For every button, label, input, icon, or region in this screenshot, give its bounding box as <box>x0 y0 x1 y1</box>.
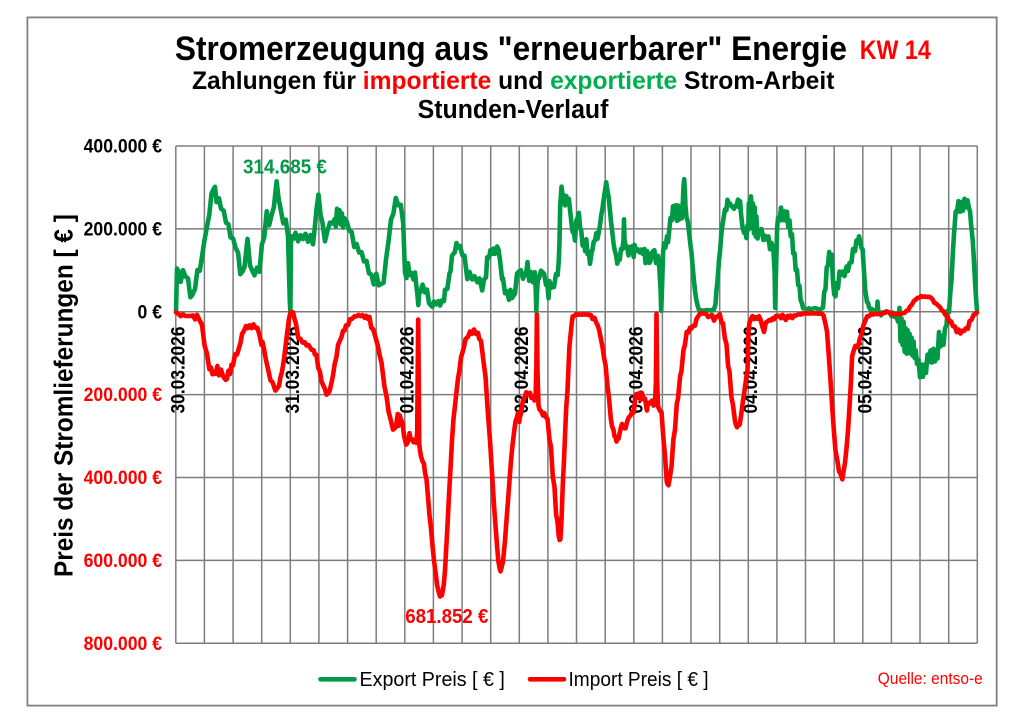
svg-text:Zahlungen für importierte und: Zahlungen für importierte und exportiert… <box>192 68 834 95</box>
svg-text:681.852 €: 681.852 € <box>405 605 488 628</box>
svg-text:Export Preis [ € ]: Export Preis [ € ] <box>360 669 505 691</box>
svg-text:Import Preis [ € ]: Import Preis [ € ] <box>569 669 709 691</box>
svg-text:800.000 €: 800.000 € <box>84 632 162 654</box>
svg-text:200.000 €: 200.000 € <box>84 383 162 405</box>
svg-text:400.000 €: 400.000 € <box>84 466 162 488</box>
svg-text:200.000 €: 200.000 € <box>84 218 162 240</box>
svg-text:KW 14: KW 14 <box>860 35 931 65</box>
svg-text:01.04.2026: 01.04.2026 <box>395 327 417 414</box>
svg-text:30.03.2026: 30.03.2026 <box>166 327 188 414</box>
svg-text:05.04.2026: 05.04.2026 <box>853 327 875 414</box>
svg-text:600.000 €: 600.000 € <box>84 549 162 571</box>
svg-text:Quelle: entso-e: Quelle: entso-e <box>878 669 983 688</box>
svg-text:Preis der Stromlieferungen [ €: Preis der Stromlieferungen [ € ] <box>50 214 79 577</box>
svg-text:Stunden-Verlauf: Stunden-Verlauf <box>418 95 609 124</box>
svg-text:0 €: 0 € <box>138 301 162 323</box>
svg-text:314.685 €: 314.685 € <box>243 156 327 179</box>
svg-text:400.000 €: 400.000 € <box>84 135 162 157</box>
svg-text:Stromerzeugung aus "erneuerbar: Stromerzeugung aus "erneuerbarer" Energi… <box>175 29 847 67</box>
